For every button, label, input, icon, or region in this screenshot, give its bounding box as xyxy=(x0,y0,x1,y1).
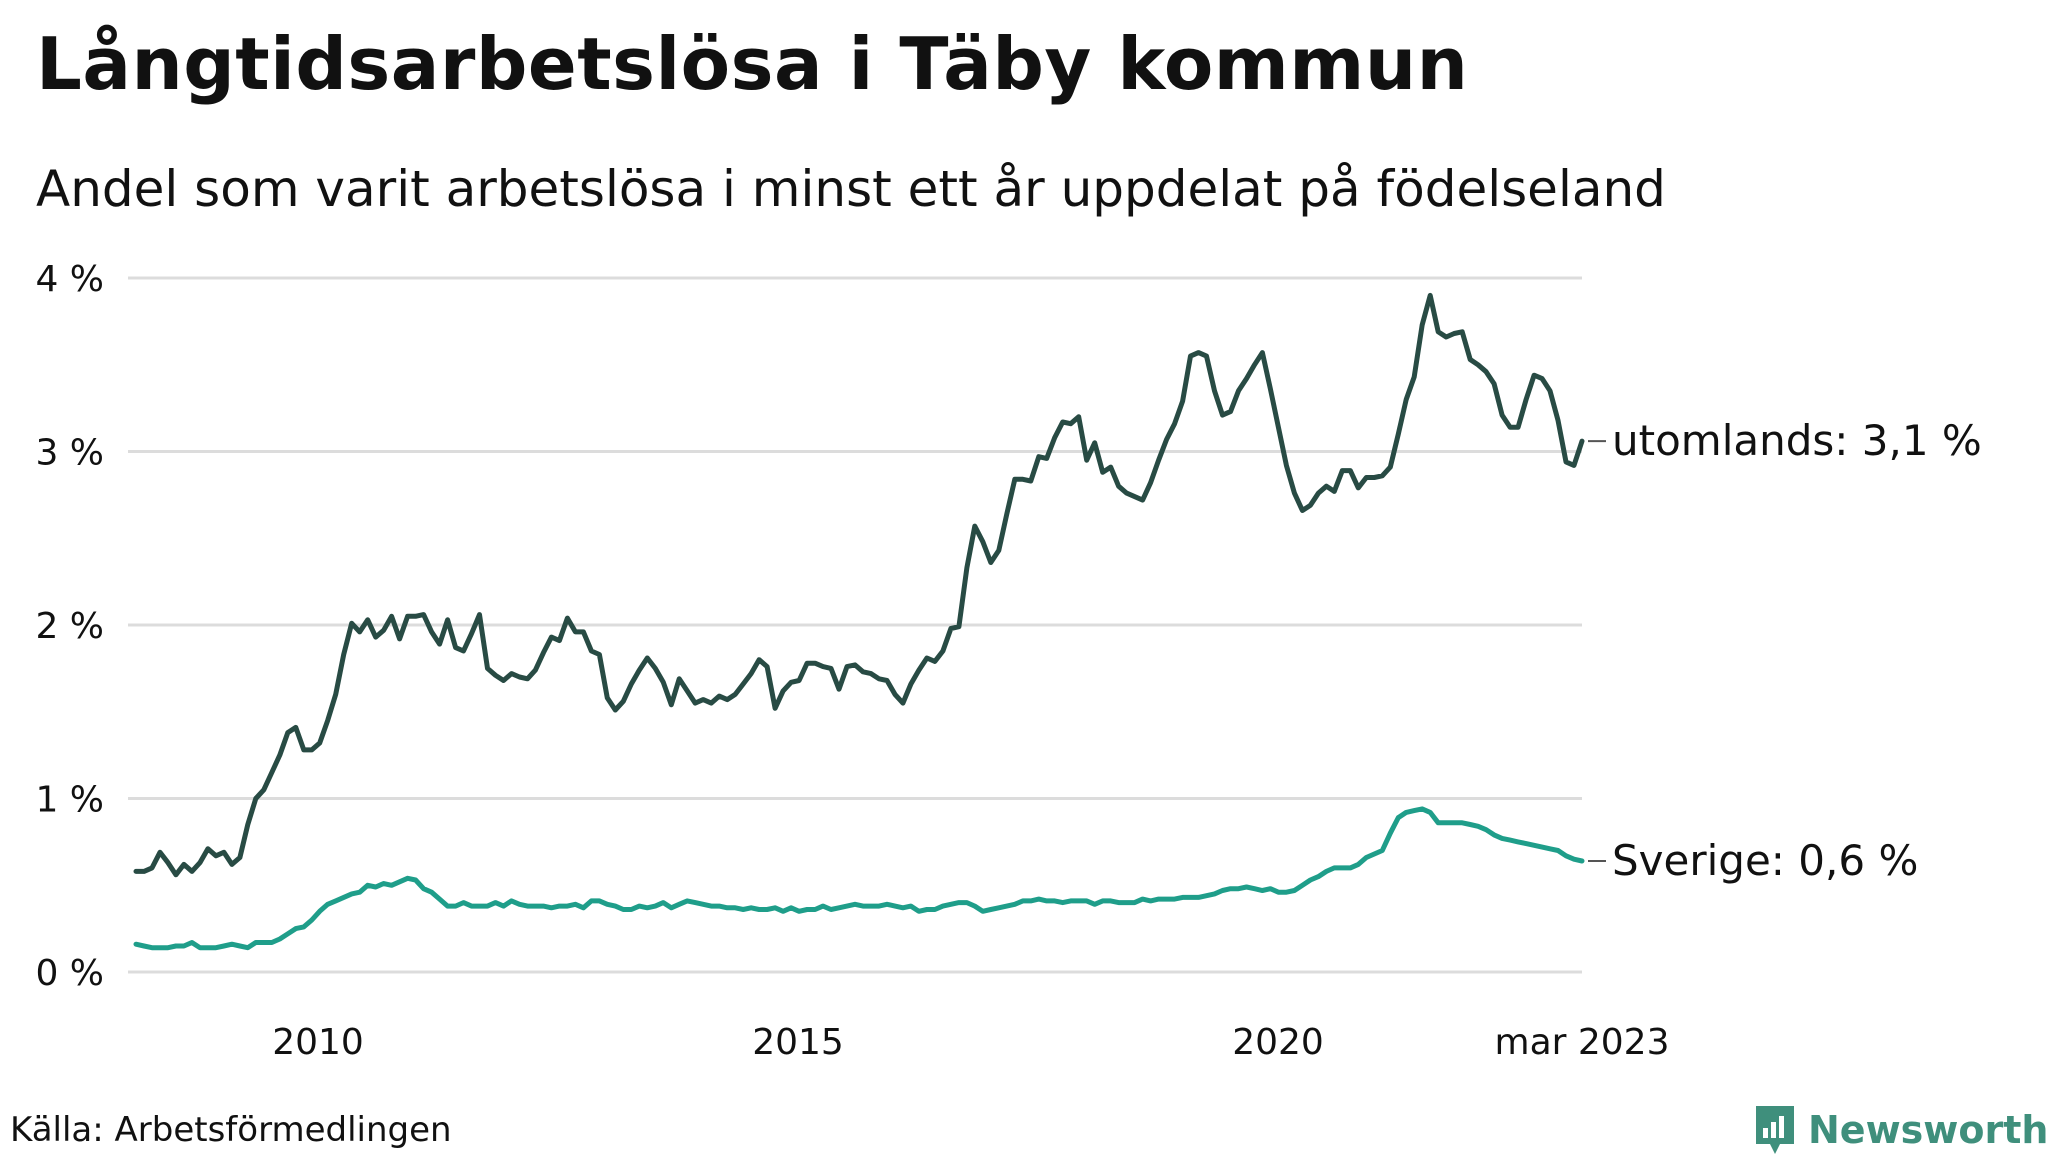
chart-subtitle: Andel som varit arbetslösa i minst ett å… xyxy=(36,160,1666,218)
series-end-label: utomlands: 3,1 % xyxy=(1612,416,1982,465)
y-tick-label: 3 % xyxy=(35,433,104,474)
series-lines xyxy=(133,292,1585,951)
brand-logo[interactable]: Newsworthy xyxy=(1752,1102,2048,1158)
x-tick-label: mar 2023 xyxy=(1495,1022,1670,1063)
chart-title: Långtidsarbetslösa i Täby kommun xyxy=(36,22,1469,106)
x-tick-label: 2020 xyxy=(1232,1022,1324,1063)
y-tick-label: 0 % xyxy=(35,953,104,994)
series-end-label: Sverige: 0,6 % xyxy=(1612,836,1918,885)
x-axis-tick-labels: 2010 2015 2020 mar 2023 xyxy=(272,1022,1669,1063)
y-tick-label: 4 % xyxy=(35,259,104,300)
source-note: Källa: Arbetsförmedlingen xyxy=(10,1110,452,1150)
x-tick-label: 2010 xyxy=(272,1022,364,1063)
y-axis-tick-labels: 0 % 1 % 2 % 3 % 4 % xyxy=(35,259,104,994)
x-tick-label: 2015 xyxy=(752,1022,844,1063)
series-line-utomlands xyxy=(133,292,1585,878)
newsworthy-logo-icon xyxy=(1756,1106,1794,1154)
y-tick-label: 2 % xyxy=(35,606,104,647)
series-end-labels: utomlands: 3,1 % Sverige: 0,6 % xyxy=(1588,416,1982,885)
series-line-sverige xyxy=(133,806,1585,951)
y-tick-label: 1 % xyxy=(35,780,104,821)
brand-name: Newsworthy xyxy=(1808,1108,2048,1152)
gridlines xyxy=(128,276,1582,974)
